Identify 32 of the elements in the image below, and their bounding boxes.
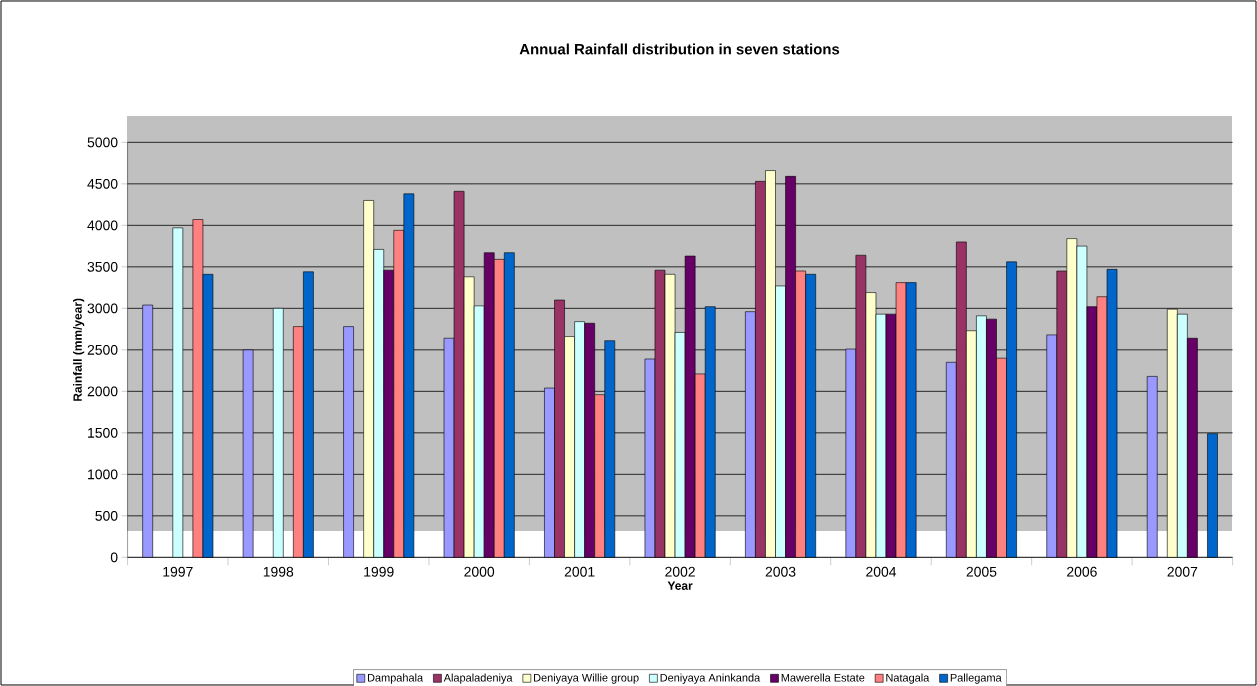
y-tick-label: 500 xyxy=(95,510,118,521)
x-tick-label: 2004 xyxy=(866,566,897,577)
legend-label: Pallegama xyxy=(950,673,1002,684)
y-tick-label: 2500 xyxy=(87,344,118,355)
x-tick-label: 2002 xyxy=(665,566,695,577)
legend-label: Mawerella Estate xyxy=(781,673,865,682)
x-tick-label: 2003 xyxy=(765,566,796,577)
legend-label: Dampahala xyxy=(367,673,424,684)
x-tick-label: 1999 xyxy=(364,566,394,577)
legend-label: Natagala xyxy=(886,673,930,684)
x-tick-label: 1997 xyxy=(163,566,193,577)
y-tick-label: 3000 xyxy=(87,303,118,314)
y-axis-title: Rainfall (mm/year) xyxy=(73,298,85,401)
y-tick-label: 0 xyxy=(110,552,118,563)
y-tick-label: 2000 xyxy=(87,386,118,397)
x-tick-label: 2006 xyxy=(1067,566,1097,577)
x-tick-label: 1998 xyxy=(263,566,294,577)
y-tick-label: 1000 xyxy=(88,469,118,480)
y-tick-label: 1500 xyxy=(88,427,118,438)
legend-label: Deniyaya Aninkanda xyxy=(660,673,761,684)
legend-label: Alapaladeniya xyxy=(443,673,513,684)
legend-label: Deniyaya Willie group xyxy=(534,673,639,684)
y-tick-label: 5000 xyxy=(87,137,118,148)
x-tick-label: 2005 xyxy=(966,566,997,577)
x-axis-title: Year xyxy=(667,581,693,590)
chart-title: Annual Rainfall distribution in seven stations xyxy=(519,43,840,55)
x-tick-label: 2000 xyxy=(464,566,495,577)
x-tick-label: 2001 xyxy=(564,566,595,577)
y-tick-label: 4500 xyxy=(87,178,118,189)
y-tick-label: 3500 xyxy=(87,261,118,272)
y-tick-label: 4000 xyxy=(87,220,118,231)
x-tick-label: 2007 xyxy=(1167,566,1198,577)
